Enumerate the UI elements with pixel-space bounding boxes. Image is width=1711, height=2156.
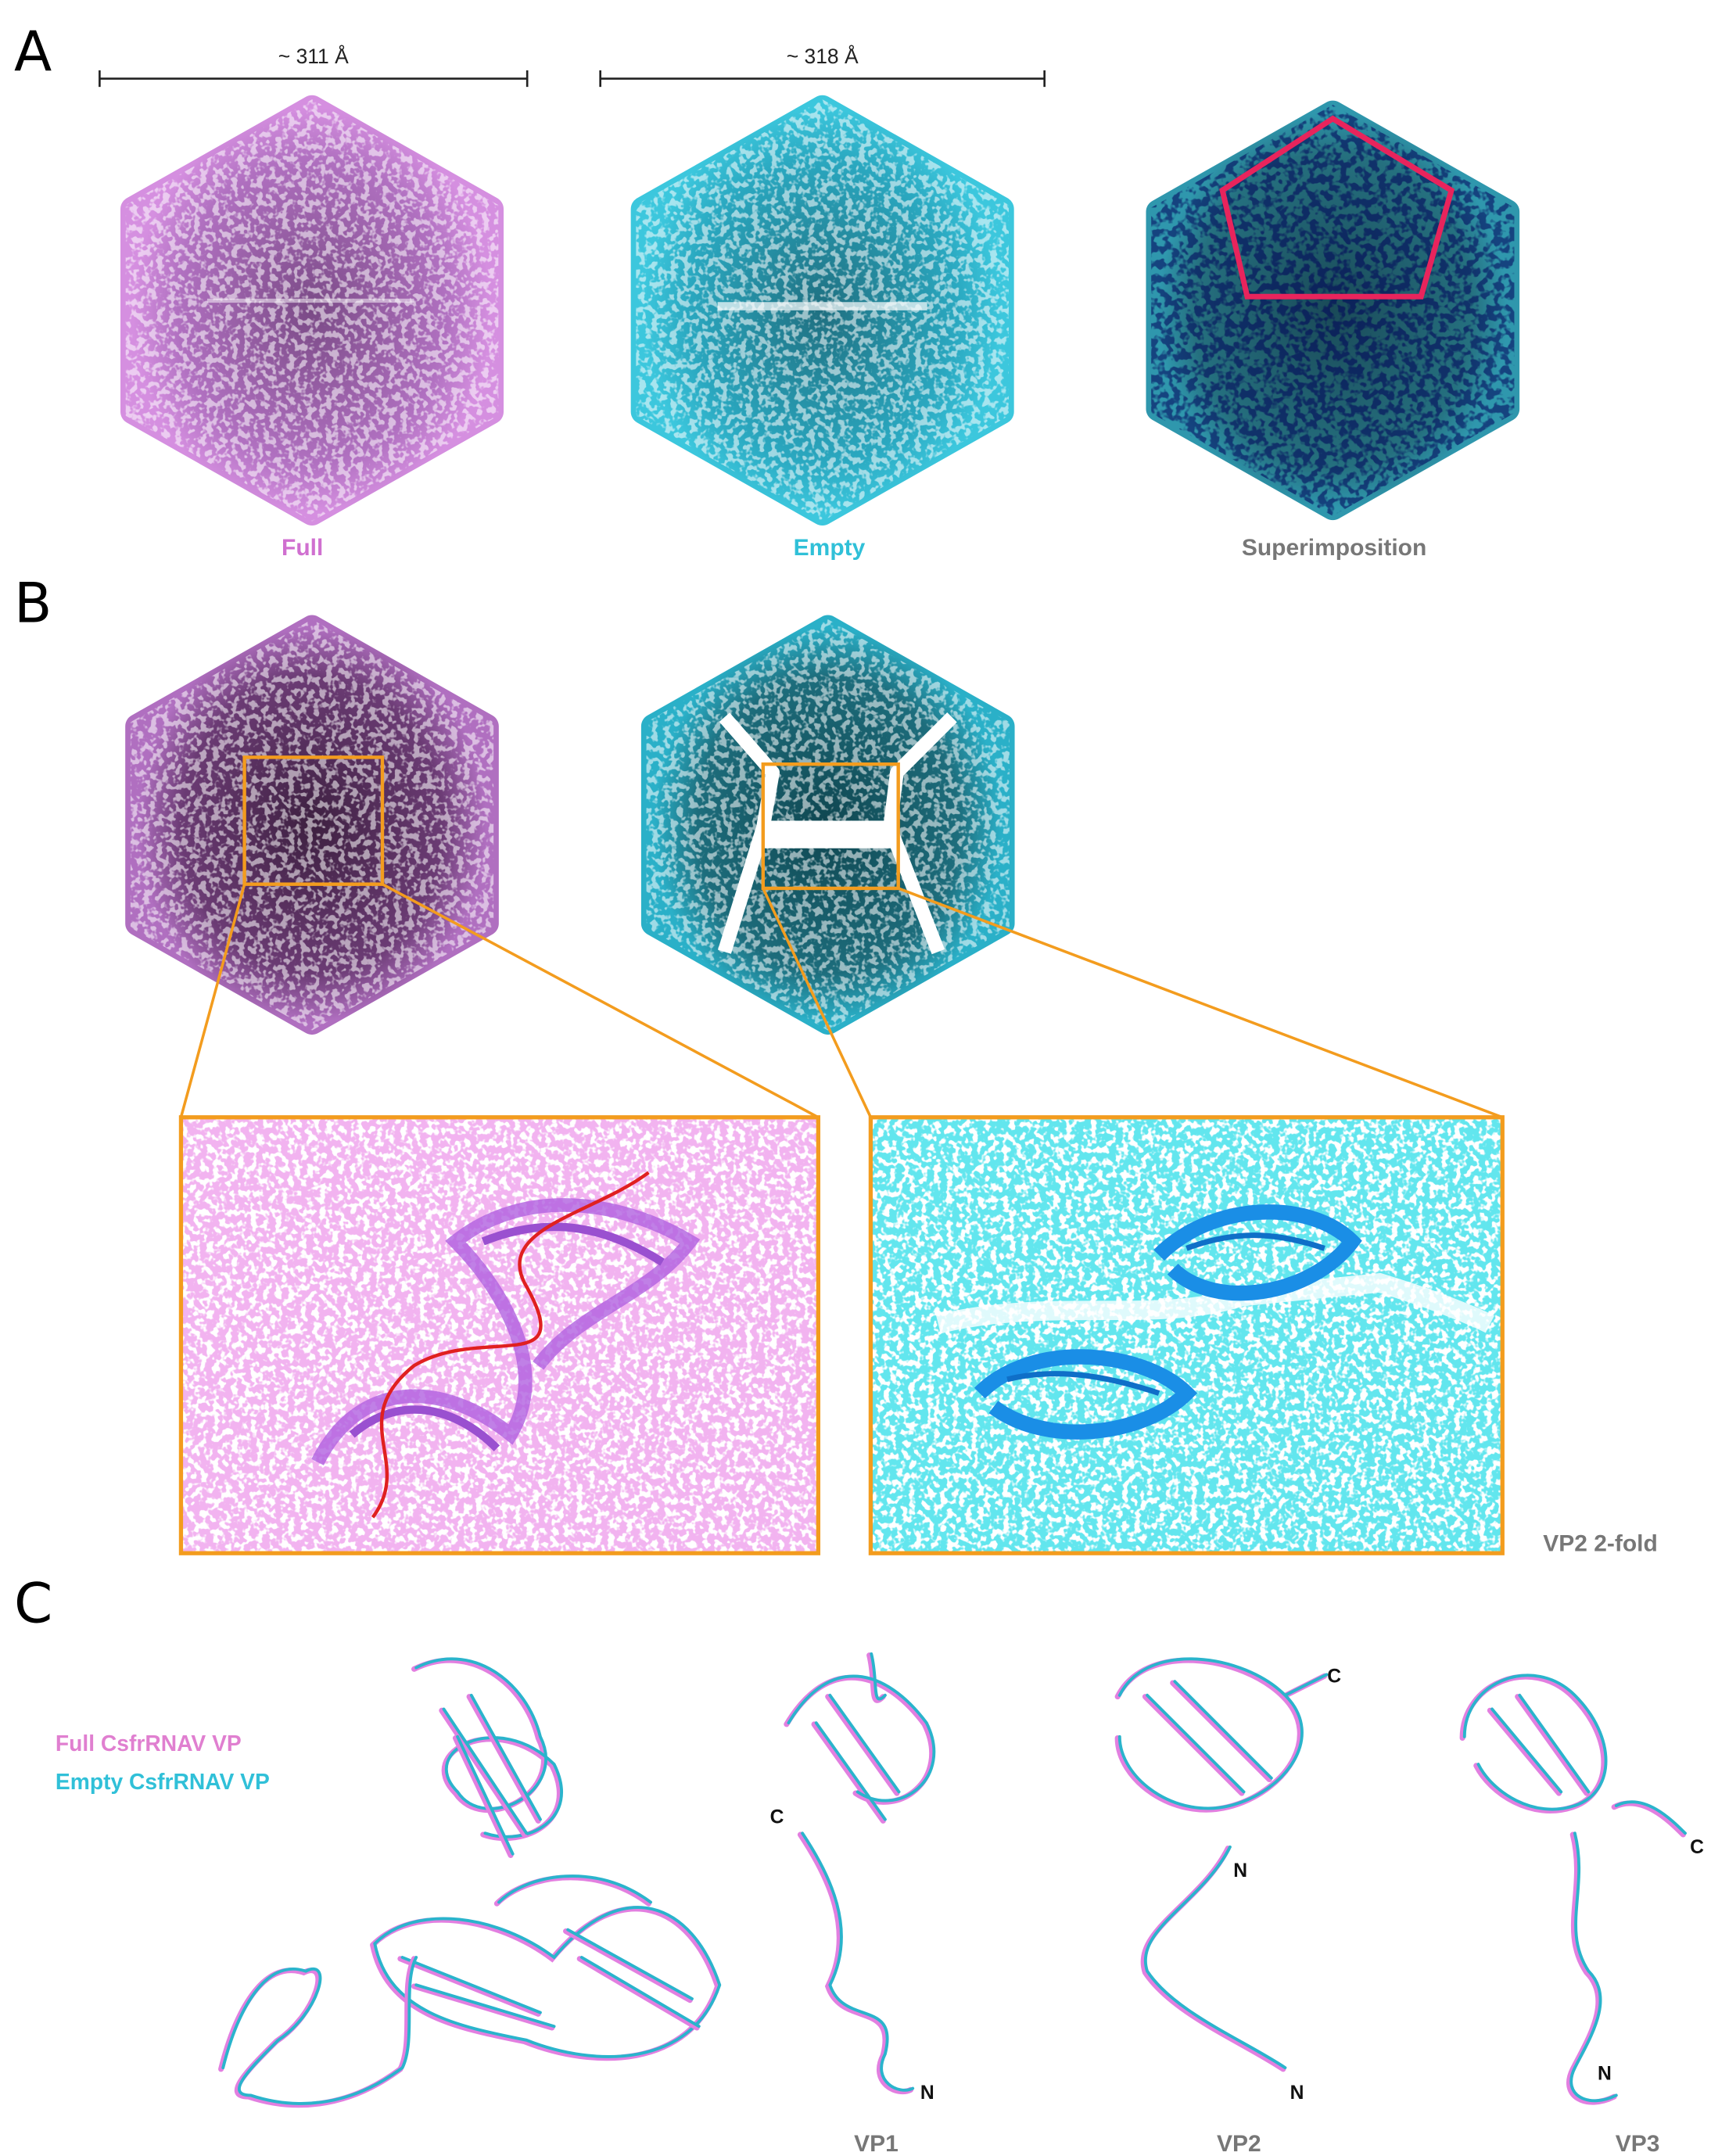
capsid-texture [636, 99, 1009, 522]
terminus-label: C [770, 1806, 784, 1828]
zoom-lines [179, 883, 1503, 1119]
ribbon-empty [400, 1874, 701, 2029]
caption: VP2 2-fold [1543, 1531, 1658, 1557]
inset-empty [868, 1115, 1505, 1555]
terminus-label: N [1598, 2063, 1612, 2084]
terminus-label: C [1690, 1837, 1704, 1858]
caption: Superimposition [1242, 535, 1426, 561]
scale-label: ~ 311 Å [278, 45, 349, 68]
ribbon-full [397, 1874, 700, 2031]
ribbon-full [784, 1652, 935, 1824]
zoom-box [761, 762, 900, 891]
ribbon-full [411, 1657, 562, 1841]
zoom-box [242, 755, 385, 886]
ribbon-empty [414, 1657, 563, 1839]
ribbon-full [1140, 1846, 1286, 2072]
panel-label: A [14, 20, 52, 84]
ribbon-full [439, 1694, 541, 1858]
ribbon-empty [442, 1693, 542, 1856]
ribbon-empty [221, 1956, 418, 2105]
caption: VP1 [854, 2131, 899, 2156]
terminus-label: C [1327, 1666, 1341, 1687]
legend-entry: Empty CsfrRNAV VP [56, 1769, 270, 1794]
scale-bar [99, 70, 1046, 88]
legend-entry: Full CsfrRNAV VP [56, 1731, 242, 1756]
ribbon-empty [787, 1652, 936, 1821]
ribbon-empty [1117, 1657, 1329, 1810]
ribbon-empty [1144, 1845, 1287, 2070]
caption: VP3 [1616, 2131, 1660, 2156]
ribbon-empty [1569, 1831, 1618, 2103]
capsid-texture [130, 619, 494, 1031]
caption: Empty [794, 535, 866, 561]
scale-label: ~ 318 Å [787, 45, 859, 68]
caption: Full [282, 535, 323, 561]
panel-label: C [14, 1571, 52, 1635]
gap [718, 712, 957, 955]
ribbon-full [1566, 1831, 1617, 2105]
ribbon-empty [1462, 1674, 1687, 1835]
ribbon-full [797, 1831, 914, 2095]
panel-label: B [14, 572, 52, 636]
terminus-label: N [1233, 1860, 1247, 1882]
capsid-group [120, 95, 1520, 1035]
ribbon-empty [801, 1831, 915, 2092]
pentagon [1219, 115, 1455, 300]
capsid-texture [125, 99, 499, 522]
terminus-label: N [1290, 2082, 1304, 2104]
ribbon-full [1459, 1674, 1686, 1838]
capsid-texture [1151, 105, 1515, 516]
caption: VP2 [1217, 2131, 1261, 2156]
ribbons [218, 1652, 1687, 2108]
ribbon-empty [373, 1906, 722, 2058]
inset-full [178, 1115, 821, 1555]
terminus-label: N [920, 2082, 934, 2104]
